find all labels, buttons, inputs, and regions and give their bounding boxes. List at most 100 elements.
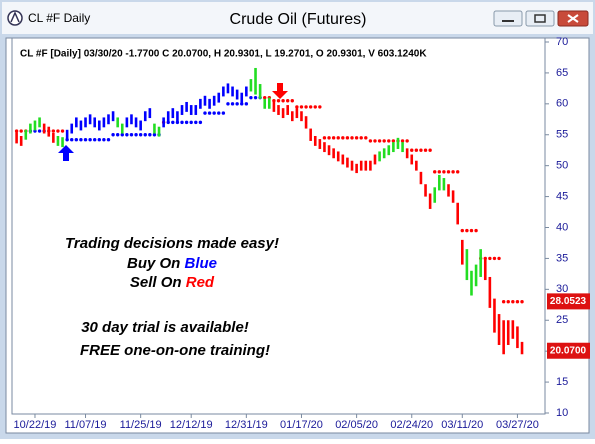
- stop-dot: [373, 139, 377, 143]
- stop-dot: [198, 120, 203, 125]
- stop-dot: [437, 170, 442, 174]
- stop-dot: [414, 148, 419, 152]
- stop-dot: [331, 136, 336, 140]
- stop-dot: [281, 99, 285, 103]
- stop-dot: [74, 137, 79, 142]
- stop-dot: [299, 105, 304, 109]
- stop-dot: [354, 136, 359, 140]
- stop-dot: [377, 139, 382, 143]
- x-tick-label: 12/31/19: [225, 419, 268, 431]
- annotation-part: Sell On: [130, 274, 186, 291]
- annotation: Sell On Red: [130, 274, 215, 291]
- stop-dot: [184, 120, 189, 125]
- stop-dot: [79, 137, 83, 142]
- stop-dot: [285, 99, 290, 103]
- x-tick-label: 11/07/19: [65, 419, 107, 431]
- stop-dot: [313, 105, 317, 109]
- stop-dot: [212, 111, 216, 115]
- stop-dot: [194, 120, 198, 125]
- stop-dot: [93, 137, 97, 142]
- stop-dot: [359, 136, 363, 140]
- stop-dot: [345, 136, 350, 140]
- annotation-red: Red: [186, 274, 215, 291]
- stop-dot: [97, 137, 102, 142]
- x-tick-label: 03/11/20: [441, 419, 483, 431]
- stop-dot: [515, 300, 520, 304]
- stop-dot: [465, 228, 469, 233]
- stop-dot: [56, 129, 60, 133]
- stop-dot: [327, 136, 331, 140]
- stop-dot: [189, 120, 193, 125]
- app-icon-glyph: [10, 11, 20, 23]
- stop-dot: [51, 129, 56, 133]
- stop-dot: [203, 111, 207, 115]
- stop-dot: [400, 139, 405, 143]
- stop-dot: [423, 148, 428, 152]
- stop-dot: [19, 129, 23, 133]
- x-tick-label: 01/17/20: [280, 419, 323, 431]
- stop-dot: [88, 137, 92, 142]
- y-tick-label: 15: [556, 376, 568, 388]
- stop-dot: [171, 120, 175, 125]
- stop-dot: [70, 137, 74, 142]
- stop-dot: [134, 133, 138, 137]
- annotation: FREE one-on-one training!: [80, 342, 270, 359]
- stop-dot: [263, 95, 267, 100]
- stop-dot: [207, 111, 212, 115]
- y-tick-label: 55: [556, 129, 568, 141]
- window-title: CL #F Daily: [28, 11, 90, 25]
- stop-dot: [115, 133, 120, 137]
- y-tick-label: 45: [556, 190, 568, 202]
- stop-dot: [272, 99, 276, 103]
- x-tick-label: 10/22/19: [14, 419, 57, 431]
- annotation-blue: Blue: [185, 255, 218, 272]
- last-price-label: 28.0523: [550, 296, 587, 307]
- stop-dot: [290, 99, 294, 103]
- stop-dot: [221, 111, 226, 115]
- maximize-glyph: [534, 14, 546, 23]
- x-tick-label: 02/05/20: [335, 419, 378, 431]
- x-tick-label: 02/24/20: [390, 419, 433, 431]
- stop-dot: [350, 136, 354, 140]
- stop-dot: [217, 111, 221, 115]
- stop-dot: [143, 133, 147, 137]
- stop-dot: [433, 170, 437, 174]
- minimize-button[interactable]: [493, 10, 523, 27]
- chart-panel: [5, 37, 590, 434]
- y-tick-label: 25: [556, 314, 568, 326]
- plot-frame: [11, 37, 546, 415]
- y-tick-label: 30: [556, 283, 568, 295]
- y-tick-label: 10: [556, 407, 568, 419]
- stop-dot: [230, 102, 235, 106]
- stop-dot: [244, 102, 249, 106]
- stop-dot: [336, 136, 340, 140]
- stop-dot: [341, 136, 345, 140]
- stop-dot: [506, 300, 510, 304]
- stop-dot: [318, 105, 322, 109]
- stop-dot: [111, 133, 115, 137]
- last-price-box: [547, 342, 590, 359]
- stop-dot: [520, 300, 524, 304]
- annotation: 30 day trial is available!: [81, 319, 249, 336]
- stop-dot: [410, 148, 414, 152]
- y-tick-label: 50: [556, 160, 568, 172]
- stop-dot: [469, 228, 474, 233]
- marks: [14, 95, 524, 304]
- y-tick-label: 40: [556, 221, 568, 233]
- stop-dot: [364, 136, 368, 140]
- stop-dot: [249, 95, 253, 100]
- stop-dot: [451, 170, 455, 174]
- y-tick-label: 65: [556, 67, 568, 79]
- stop-dot: [368, 139, 373, 143]
- stop-dot: [129, 133, 134, 137]
- x-tick-label: 03/27/20: [496, 419, 539, 431]
- x-tick-label: 12/12/19: [170, 419, 213, 431]
- stop-dot: [511, 300, 515, 304]
- maximize-button[interactable]: [525, 10, 555, 27]
- stop-dot: [492, 256, 497, 261]
- annotation-part: Buy On: [127, 255, 185, 272]
- x-tick-label: 11/25/19: [120, 419, 162, 431]
- stop-dot: [308, 105, 313, 109]
- stop-dot: [442, 170, 446, 174]
